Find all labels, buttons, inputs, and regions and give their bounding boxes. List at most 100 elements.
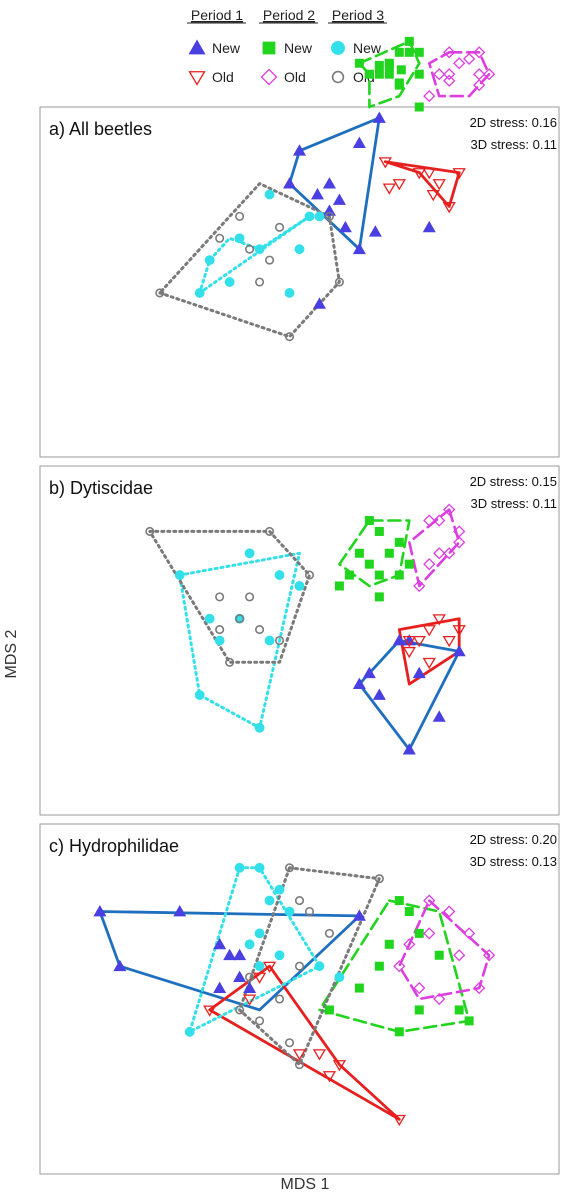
panel-1-point-period-2-old-11 xyxy=(483,68,496,81)
legend-label-period-1-old: Old xyxy=(212,69,234,85)
panel-2-point-period-2-old-7 xyxy=(453,525,466,538)
panel-1-point-period-1-new-5 xyxy=(352,242,366,255)
panel-2-point-period-3-old-10 xyxy=(215,592,225,602)
panel-1: a) All beetles 2D stress: 0.16 3D stress: … xyxy=(39,36,560,458)
panel-1-point-period-3-new-9 xyxy=(314,211,325,222)
panel-2: b) Dytiscidae 2D stress: 0.15 3D stress: 0… xyxy=(39,465,560,816)
panel-3-frame xyxy=(39,823,560,1175)
panel-2-point-period-2-new-1 xyxy=(364,516,374,526)
panel-1-point-period-1-new-1 xyxy=(372,111,386,123)
panel-1-point-period-3-new-7 xyxy=(304,211,315,222)
panel-2-point-period-1-old-8 xyxy=(412,636,426,648)
legend-label-period-1-new: New xyxy=(212,40,241,56)
panel-3-stress-2d: 2D stress: 0.20 xyxy=(470,832,557,847)
panel-3-point-period-3-old-5 xyxy=(324,928,334,938)
panel-2-point-period-1-new-4 xyxy=(412,666,426,679)
panel-3-point-period-3-old-10 xyxy=(274,994,285,1004)
panel-3-point-period-2-new-1 xyxy=(394,896,404,906)
panel-1-point-period-1-new-10 xyxy=(322,204,336,216)
legend-marker-period-1-new xyxy=(188,39,206,55)
panel-1-point-period-2-new-10 xyxy=(384,69,394,79)
panel-2-point-period-1-old-4 xyxy=(452,625,466,637)
panel-1-point-period-1-new-9 xyxy=(322,177,336,189)
panel-1-point-period-2-old-8 xyxy=(453,57,466,70)
panel-3-point-period-2-new-6 xyxy=(354,983,364,993)
panel-3-point-period-1-new-1 xyxy=(93,905,107,917)
panel-3-point-period-3-old-4 xyxy=(304,906,315,917)
panel-1-points xyxy=(155,36,496,342)
panel-2-point-period-1-old-1 xyxy=(432,614,446,626)
panel-2-point-period-2-new-8 xyxy=(384,548,394,558)
panel-2-point-period-3-old-3 xyxy=(304,570,315,580)
panel-2-point-period-1-old-6 xyxy=(422,657,436,670)
panel-3-point-period-1-new-6 xyxy=(233,948,247,961)
panel-2-point-period-1-new-8 xyxy=(402,743,416,755)
panel-1-point-period-2-old-3 xyxy=(473,68,486,81)
panel-3-point-period-1-old-1 xyxy=(262,961,277,973)
panel-2-point-period-2-old-6 xyxy=(443,547,456,560)
panel-3-point-period-3-old-11 xyxy=(284,1038,295,1048)
panel-2-point-period-1-new-3 xyxy=(452,644,466,657)
panel-2-title: b) Dytiscidae xyxy=(49,478,153,498)
panel-1-point-period-2-new-8 xyxy=(404,47,414,57)
panel-1-point-period-3-new-1 xyxy=(194,288,205,298)
panel-3-point-period-2-new-12 xyxy=(414,1005,424,1015)
panel-2-point-period-3-new-9 xyxy=(214,635,225,646)
panel-2-hull-period-2-new xyxy=(338,519,411,588)
panel-2-point-period-2-old-5 xyxy=(413,579,426,593)
panel-2-point-period-3-old-6 xyxy=(215,625,225,635)
panel-3-point-period-2-new-5 xyxy=(374,961,384,971)
legend-header-period-2: Period 2 xyxy=(263,7,315,23)
panel-3-point-period-3-new-10 xyxy=(184,1026,195,1037)
panel-2-point-period-1-new-6 xyxy=(362,666,376,679)
panel-2-point-period-1-old-3 xyxy=(402,636,416,648)
panel-1-point-period-2-new-15 xyxy=(374,60,384,70)
panel-1-stress-3d: 3D stress: 0.11 xyxy=(471,137,557,152)
panel-3-point-period-1-old-5 xyxy=(392,1114,406,1127)
panel-3-point-period-3-new-7 xyxy=(274,950,285,961)
panel-3-stress-3d: 3D stress: 0.13 xyxy=(470,854,557,869)
panel-1-point-period-3-old-4 xyxy=(324,211,334,221)
panel-2-stress-3d: 3D stress: 0.11 xyxy=(471,496,557,511)
panel-1-point-period-1-old-7 xyxy=(422,168,436,180)
panel-2-frame xyxy=(39,465,560,816)
panel-1-title: a) All beetles xyxy=(49,119,152,139)
panel-3-point-period-1-new-5 xyxy=(223,948,237,961)
panel-3-point-period-3-new-4 xyxy=(264,895,275,906)
panel-3-point-period-2-old-7 xyxy=(413,981,426,995)
legend-label-period-2-new: New xyxy=(284,40,313,56)
panel-3-point-period-3-new-3 xyxy=(274,884,285,895)
panel-3-point-period-3-old-6 xyxy=(294,961,305,971)
panel-2-point-period-3-old-7 xyxy=(225,657,235,667)
panel-2-stress-2d: 2D stress: 0.15 xyxy=(470,474,557,489)
panel-3-point-period-3-new-1 xyxy=(234,862,245,873)
panel-3-point-period-2-old-3 xyxy=(463,927,476,940)
panel-3-hull-period-1-old xyxy=(208,964,401,1121)
panel-3-title: c) Hydrophilidae xyxy=(49,836,179,856)
panel-1-point-period-1-new-8 xyxy=(310,188,324,200)
panel-3: c) Hydrophilidae 2D stress: 0.20 3D stress… xyxy=(39,823,560,1175)
panel-2-point-period-3-new-8 xyxy=(264,635,275,646)
panel-1-hull-period-2-old xyxy=(427,50,491,98)
panel-3-point-period-2-old-5 xyxy=(473,981,486,995)
panel-3-point-period-3-new-8 xyxy=(334,972,345,983)
panel-1-point-period-2-new-16 xyxy=(364,69,374,79)
panel-3-point-period-2-old-8 xyxy=(393,960,406,973)
panel-2-point-period-3-new-7 xyxy=(294,581,305,591)
legend-label-period-3-new: New xyxy=(353,40,382,56)
panel-3-point-period-2-new-3 xyxy=(414,928,424,938)
panel-1-point-period-2-new-11 xyxy=(394,78,404,88)
panel-2-point-period-2-new-10 xyxy=(344,570,354,580)
panel-3-point-period-2-new-2 xyxy=(404,907,414,916)
panel-2-point-period-2-new-6 xyxy=(374,570,384,580)
panel-2-point-period-2-old-9 xyxy=(423,558,436,571)
panel-3-point-period-3-old-12 xyxy=(294,1060,305,1070)
panel-3-point-period-1-new-10 xyxy=(243,981,257,993)
panel-2-point-period-2-new-3 xyxy=(394,537,404,547)
panel-1-point-period-2-new-14 xyxy=(384,62,394,72)
panel-3-point-period-3-old-9 xyxy=(245,972,255,982)
panel-1-point-period-3-old-7 xyxy=(265,255,275,265)
panel-1-point-period-1-old-4 xyxy=(442,202,456,214)
panel-1-point-period-1-old-5 xyxy=(426,189,440,202)
